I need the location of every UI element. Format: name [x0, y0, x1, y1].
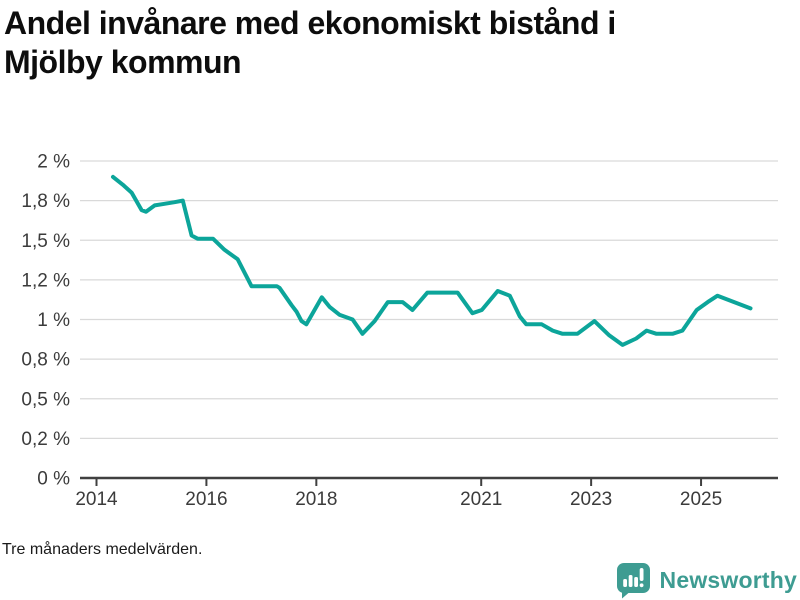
data-line — [111, 174, 753, 347]
x-axis-tick-label: 2014 — [75, 489, 118, 510]
x-axis-tick-label: 2023 — [570, 489, 612, 510]
y-axis-tick-label: 0 % — [37, 469, 70, 490]
y-axis-tick-label: 0,2 % — [21, 429, 70, 450]
y-axis-tick-label: 0,5 % — [21, 389, 70, 410]
y-axis-tick-label: 1 % — [37, 310, 70, 331]
chart-note: Tre månaders medelvärden. — [2, 541, 203, 558]
x-axis-tick-label: 2018 — [295, 489, 337, 510]
x-axis-tick-label: 2016 — [185, 489, 227, 510]
x-axis-tick-label: 2025 — [680, 489, 722, 510]
chart-title-line-2: Mjölby kommun — [4, 44, 242, 81]
chart-title-line-1: Andel invånare med ekonomiskt bistånd i — [4, 5, 616, 41]
x-axis-tick-label: 2021 — [460, 489, 502, 510]
y-axis-tick-label: 0,8 % — [21, 350, 70, 371]
y-axis-tick-label: 1,8 % — [21, 191, 70, 212]
newsworthy-logo: Newsworthy — [615, 561, 797, 599]
y-axis-tick-label: 1,2 % — [21, 270, 70, 291]
y-axis-tick-label: 1,5 % — [21, 231, 70, 252]
newsworthy-wordmark: Newsworthy — [659, 566, 797, 593]
y-axis-tick-label: 2 % — [37, 152, 70, 173]
newsworthy-bubble-icon — [616, 563, 650, 599]
